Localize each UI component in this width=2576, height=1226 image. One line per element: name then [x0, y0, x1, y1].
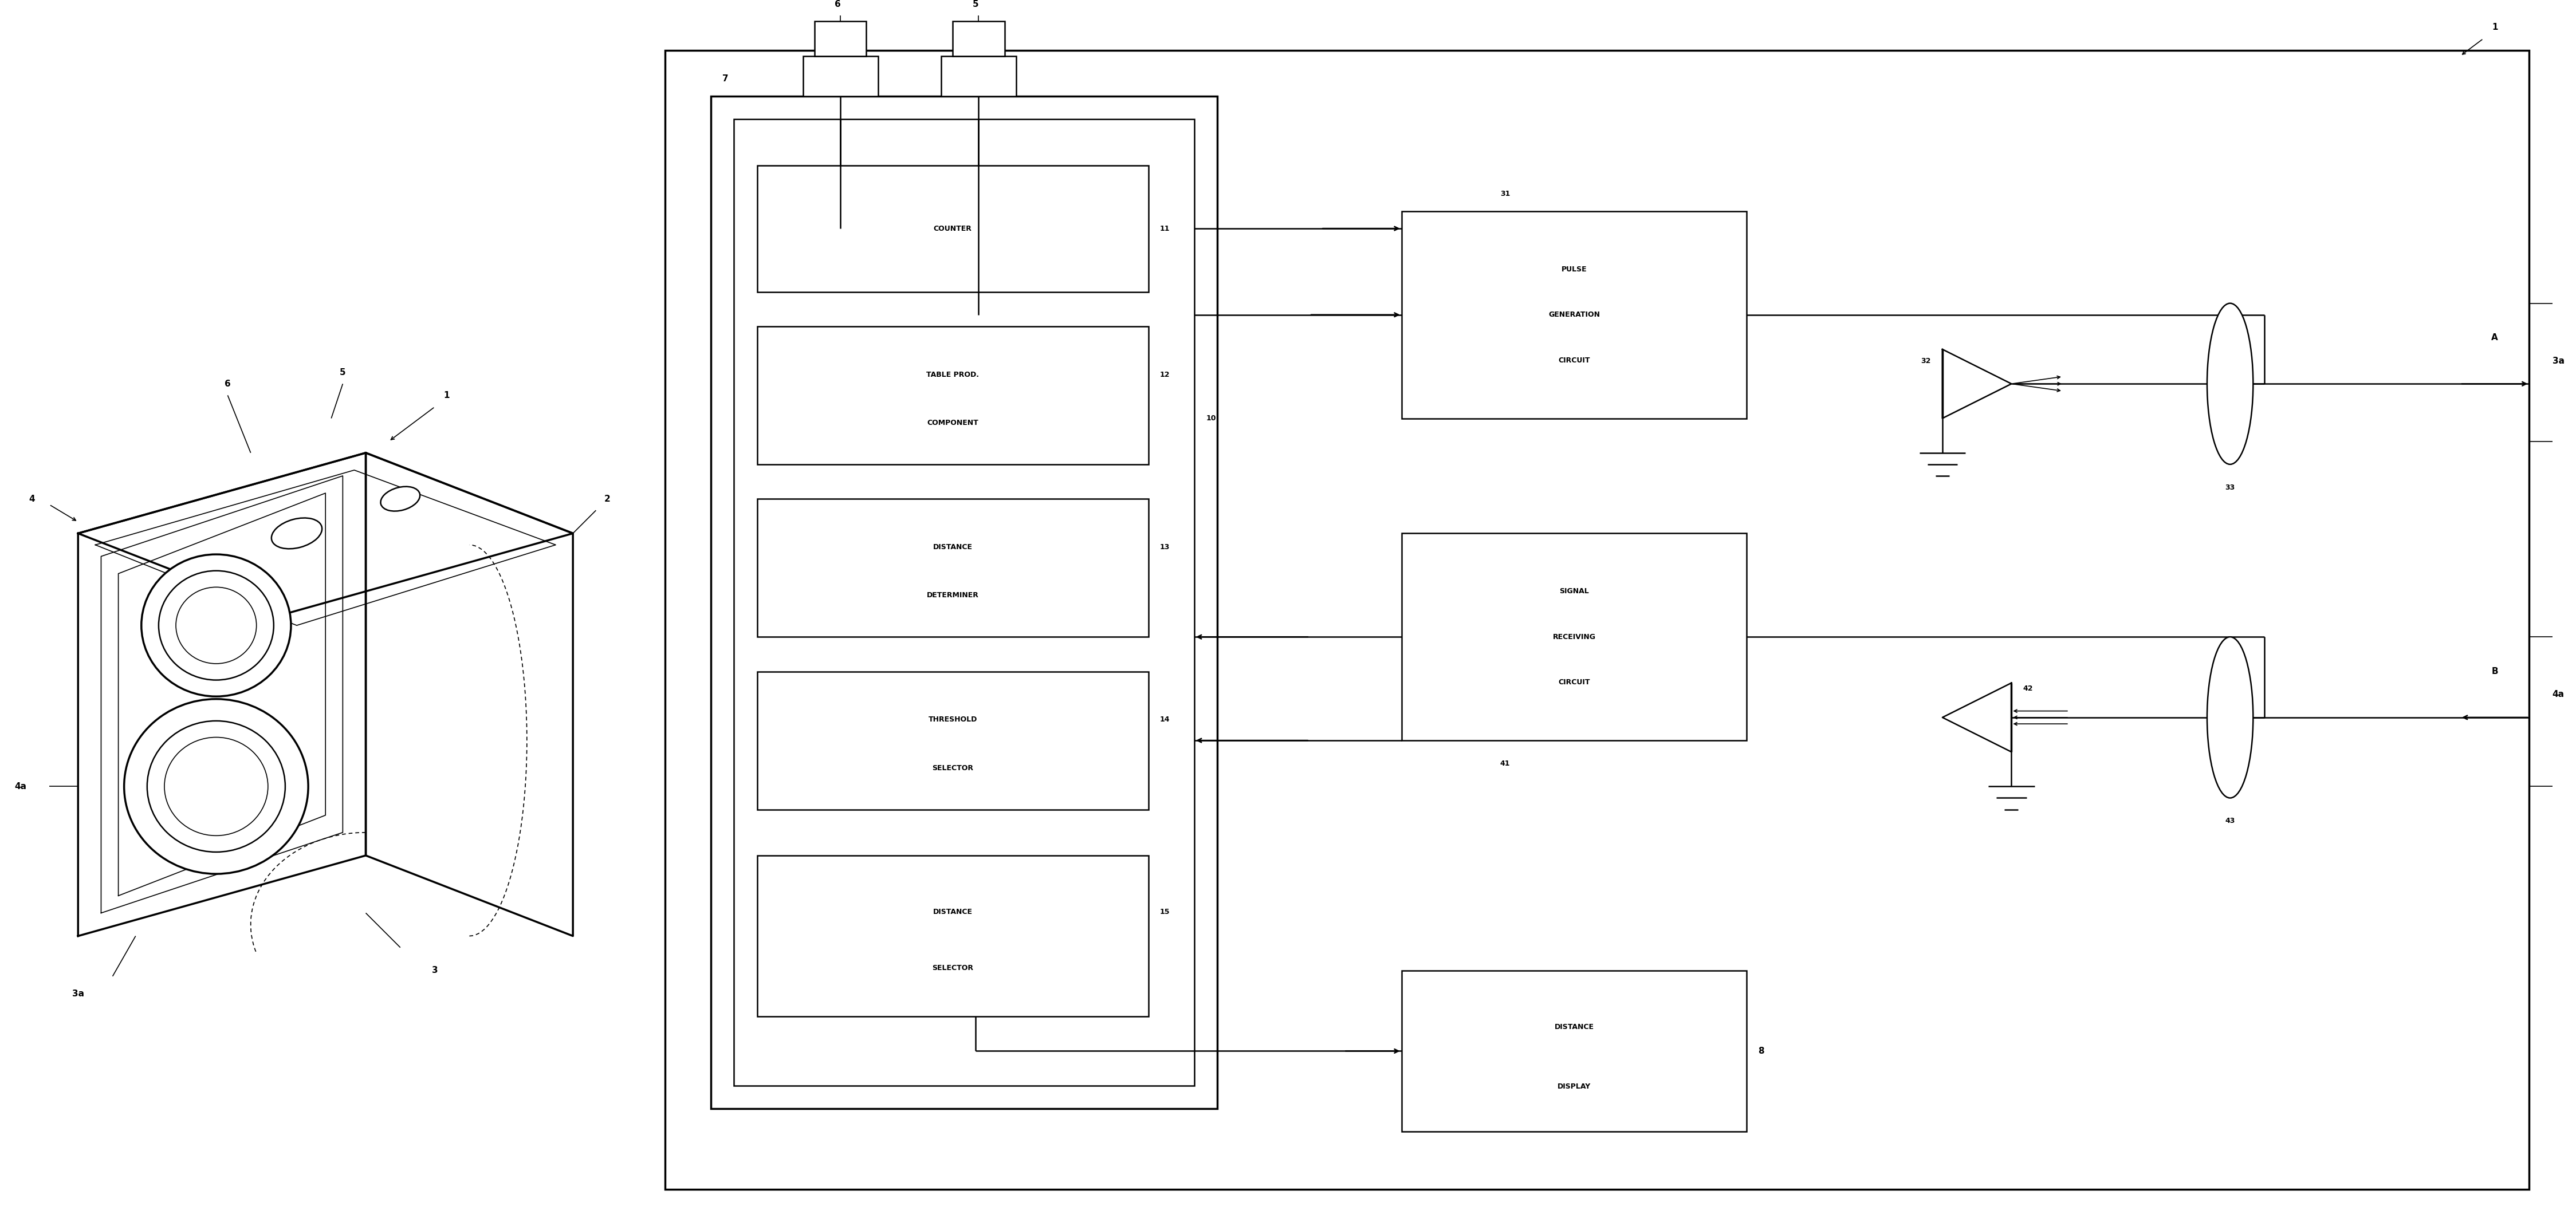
- Text: 3a: 3a: [2553, 357, 2563, 365]
- Text: CIRCUIT: CIRCUIT: [1558, 357, 1589, 364]
- Ellipse shape: [175, 587, 258, 663]
- Text: PULSE: PULSE: [1561, 266, 1587, 273]
- Text: DISTANCE: DISTANCE: [1553, 1024, 1595, 1031]
- Text: 5: 5: [974, 0, 979, 9]
- Bar: [757, 856, 1149, 1016]
- Bar: [711, 96, 1218, 1108]
- Text: 3a: 3a: [72, 989, 85, 998]
- Text: COMPONENT: COMPONENT: [927, 419, 979, 427]
- Bar: [940, 56, 1015, 96]
- Text: DISPLAY: DISPLAY: [1558, 1083, 1592, 1090]
- Text: 4: 4: [28, 494, 36, 503]
- Text: 14: 14: [1159, 716, 1170, 723]
- Text: A: A: [2491, 333, 2499, 342]
- Text: 8: 8: [1759, 1047, 1765, 1056]
- Bar: [804, 56, 878, 96]
- Text: 32: 32: [1922, 357, 1932, 364]
- Text: 13: 13: [1159, 543, 1170, 550]
- Text: RECEIVING: RECEIVING: [1553, 633, 1595, 641]
- Text: 31: 31: [1499, 190, 1510, 197]
- Ellipse shape: [147, 721, 286, 852]
- Bar: [1401, 533, 1747, 741]
- Text: 5: 5: [340, 368, 345, 376]
- Text: 33: 33: [2226, 483, 2236, 492]
- Bar: [757, 166, 1149, 292]
- Bar: [757, 499, 1149, 636]
- Text: GENERATION: GENERATION: [1548, 311, 1600, 319]
- Text: TABLE PROD.: TABLE PROD.: [927, 371, 979, 379]
- Text: CIRCUIT: CIRCUIT: [1558, 679, 1589, 687]
- Ellipse shape: [165, 737, 268, 836]
- Ellipse shape: [2208, 636, 2254, 798]
- Bar: [1401, 971, 1747, 1132]
- Text: 10: 10: [1206, 414, 1216, 422]
- Bar: [665, 50, 2530, 1189]
- Text: 4a: 4a: [15, 782, 26, 791]
- Text: SELECTOR: SELECTOR: [933, 965, 974, 972]
- Text: DISTANCE: DISTANCE: [933, 908, 974, 916]
- Bar: [757, 326, 1149, 465]
- Bar: [814, 21, 866, 56]
- Text: DETERMINER: DETERMINER: [927, 592, 979, 600]
- Ellipse shape: [2208, 303, 2254, 465]
- Text: SELECTOR: SELECTOR: [933, 764, 974, 772]
- Text: B: B: [2491, 667, 2499, 676]
- Text: 42: 42: [2022, 685, 2032, 693]
- Text: 3: 3: [433, 966, 438, 975]
- Bar: [953, 21, 1005, 56]
- Text: 4a: 4a: [2553, 690, 2563, 699]
- Text: 15: 15: [1159, 908, 1170, 916]
- Text: 1: 1: [2491, 23, 2499, 32]
- Text: 12: 12: [1159, 371, 1170, 379]
- Text: 1: 1: [443, 391, 448, 400]
- Ellipse shape: [142, 554, 291, 696]
- Text: 11: 11: [1159, 224, 1170, 232]
- Ellipse shape: [124, 699, 309, 874]
- Bar: [757, 672, 1149, 809]
- Text: 2: 2: [605, 494, 611, 503]
- Ellipse shape: [270, 517, 322, 549]
- Text: COUNTER: COUNTER: [933, 224, 971, 232]
- Text: 43: 43: [2226, 818, 2236, 825]
- Bar: [1401, 211, 1747, 418]
- Text: THRESHOLD: THRESHOLD: [927, 716, 976, 723]
- Text: 7: 7: [721, 75, 729, 83]
- Text: DISTANCE: DISTANCE: [933, 543, 974, 550]
- Text: 6: 6: [835, 0, 840, 9]
- Ellipse shape: [160, 571, 273, 680]
- Text: SIGNAL: SIGNAL: [1558, 587, 1589, 595]
- Bar: [734, 119, 1195, 1085]
- Ellipse shape: [381, 487, 420, 511]
- Text: 41: 41: [1499, 760, 1510, 767]
- Text: 6: 6: [224, 380, 232, 389]
